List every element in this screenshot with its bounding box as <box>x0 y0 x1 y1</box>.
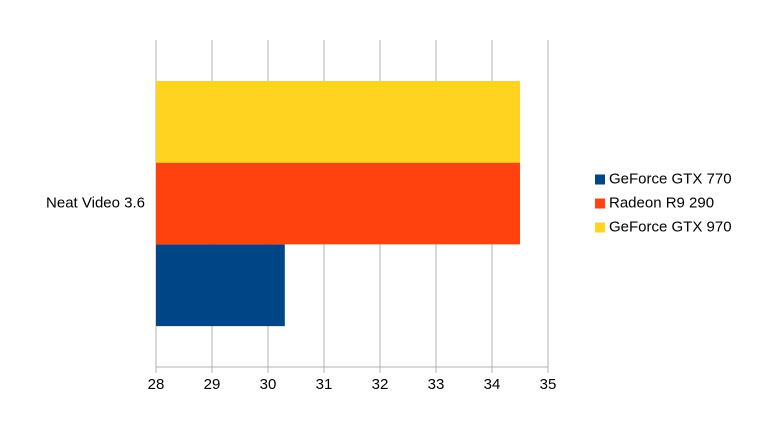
x-tick-label: 29 <box>204 376 221 393</box>
x-tick-label: 34 <box>484 376 501 393</box>
y-tick-label: Neat Video 3.6 <box>46 194 145 211</box>
legend-label: GeForce GTX 770 <box>609 170 732 187</box>
legend-label: GeForce GTX 970 <box>609 218 732 235</box>
bar <box>156 80 520 163</box>
legend-swatch <box>595 222 605 233</box>
x-tick-label: 28 <box>148 376 165 393</box>
bar <box>156 162 520 245</box>
x-tick-label: 33 <box>428 376 445 393</box>
x-tick-label: 31 <box>316 376 333 393</box>
legend-swatch <box>595 198 605 209</box>
x-tick-label: 32 <box>372 376 389 393</box>
x-tick-label: 35 <box>540 376 557 393</box>
legend-swatch <box>595 174 605 185</box>
legend-label: Radeon R9 290 <box>609 194 714 211</box>
bar <box>156 244 285 327</box>
x-tick-label: 30 <box>260 376 277 393</box>
